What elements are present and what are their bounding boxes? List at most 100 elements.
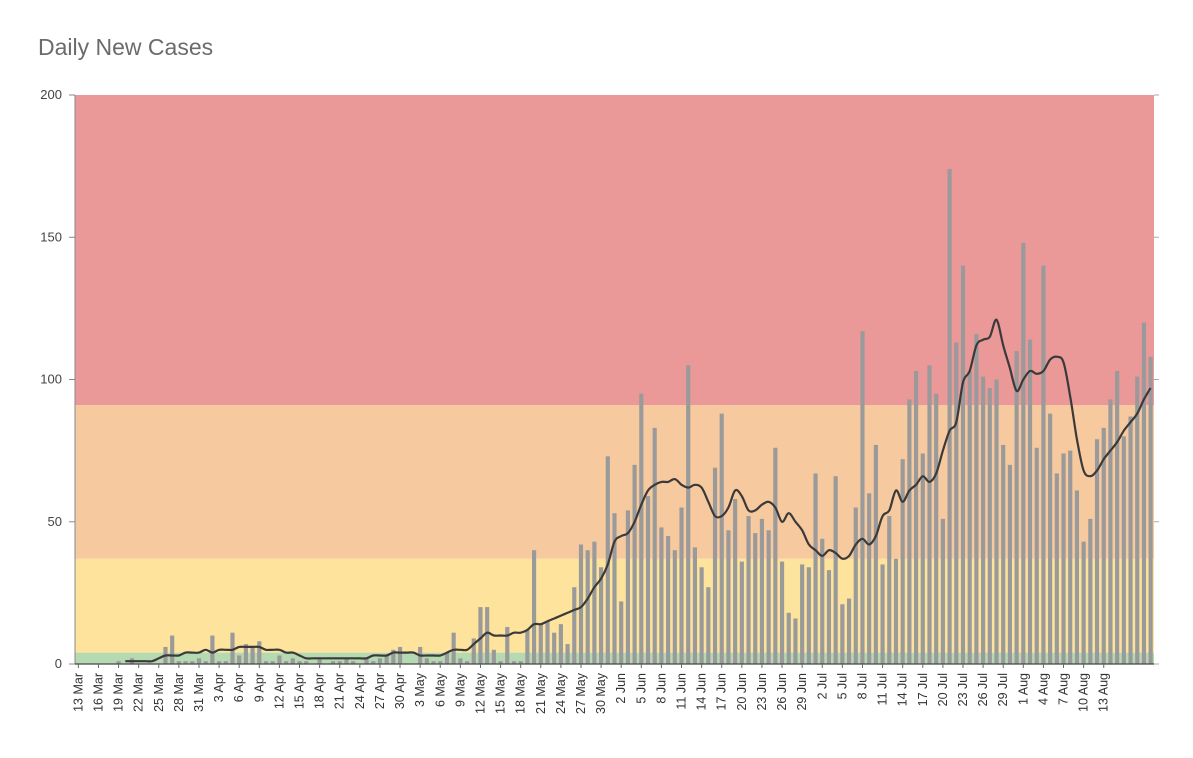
x-tick-label: 25 Mar xyxy=(152,673,166,712)
bar xyxy=(1108,399,1113,664)
bar xyxy=(994,379,999,664)
bar xyxy=(719,413,724,664)
bar xyxy=(397,646,403,664)
bar xyxy=(116,661,121,664)
bar xyxy=(277,655,282,664)
x-tick-label: 24 Apr xyxy=(353,673,367,709)
x-tick-label: 2 Jun xyxy=(614,673,628,704)
bar xyxy=(867,493,872,664)
x-tick-label: 22 Mar xyxy=(132,673,146,712)
bar xyxy=(1081,541,1086,664)
bar xyxy=(900,459,905,664)
bar xyxy=(270,661,275,664)
bar xyxy=(243,644,248,664)
bar xyxy=(444,652,450,664)
bar xyxy=(337,661,342,664)
bar xyxy=(230,632,235,664)
x-tick-label: 12 Apr xyxy=(272,673,286,709)
bar xyxy=(987,388,992,664)
x-tick-label: 11 Jun xyxy=(675,673,689,710)
bar xyxy=(967,370,972,664)
bar xyxy=(726,530,731,664)
bar xyxy=(1054,473,1059,664)
bar xyxy=(384,655,389,664)
bar xyxy=(190,661,195,664)
bar xyxy=(257,641,262,664)
bar xyxy=(779,561,785,664)
bar xyxy=(659,527,664,664)
bar xyxy=(1135,376,1140,664)
bar xyxy=(485,607,490,664)
bar xyxy=(766,530,771,664)
bar xyxy=(290,658,295,664)
bar xyxy=(391,649,396,664)
bar xyxy=(887,516,892,664)
x-tick-label: 30 Apr xyxy=(393,673,407,709)
bar xyxy=(927,365,932,664)
x-tick-label: 5 Jul xyxy=(835,673,849,699)
bar xyxy=(1128,416,1133,664)
bar xyxy=(170,635,175,664)
x-tick-label: 30 May xyxy=(594,672,608,714)
bar xyxy=(706,587,711,664)
bar xyxy=(1001,444,1006,664)
bar xyxy=(840,604,845,664)
x-tick-label: 24 May xyxy=(554,672,568,714)
average-line xyxy=(125,318,1152,663)
x-tick-label: 28 Mar xyxy=(172,673,186,712)
bar xyxy=(753,533,758,664)
bar xyxy=(478,607,483,664)
x-tick-label: 23 Jun xyxy=(755,673,769,711)
y-tick-label: 200 xyxy=(40,87,62,102)
x-tick-label: 17 Jun xyxy=(715,673,729,711)
bar xyxy=(914,370,919,664)
bar xyxy=(833,476,838,664)
bar xyxy=(625,510,630,664)
bar xyxy=(532,550,537,664)
bar xyxy=(1041,265,1046,664)
bar xyxy=(800,564,805,664)
bar xyxy=(981,376,986,664)
bar xyxy=(1094,439,1100,664)
x-tick-label: 18 May xyxy=(514,672,528,714)
x-tick-label: 27 May xyxy=(574,672,588,714)
chart-title: Daily New Cases xyxy=(38,34,214,60)
bar xyxy=(813,473,818,664)
bar xyxy=(599,567,604,664)
x-tick-label: 4 Aug xyxy=(1036,673,1050,705)
x-tick-label: 10 Aug xyxy=(1077,673,1091,712)
x-tick-label: 13 Aug xyxy=(1097,673,1111,712)
x-tick-label: 16 Mar xyxy=(92,673,106,712)
x-tick-label: 31 Mar xyxy=(192,673,206,712)
bar xyxy=(565,644,570,664)
bar xyxy=(1088,518,1093,664)
x-tick-label: 15 Apr xyxy=(293,673,307,709)
bar xyxy=(826,570,832,664)
x-tick-label: 14 Jul xyxy=(896,673,910,706)
bar xyxy=(578,544,584,664)
bar xyxy=(498,661,503,664)
bar xyxy=(545,621,550,664)
x-tick-label: 13 Mar xyxy=(71,673,85,712)
bar xyxy=(632,464,637,664)
x-tick-label: 19 Mar xyxy=(112,673,126,712)
bar xyxy=(873,444,878,664)
bar xyxy=(371,661,376,664)
bar xyxy=(263,661,269,664)
x-tick-label: 21 May xyxy=(534,672,548,714)
bar xyxy=(1068,450,1073,664)
bar xyxy=(203,661,208,664)
bar xyxy=(518,661,523,664)
bar xyxy=(686,365,691,664)
bar xyxy=(1141,322,1147,664)
bar xyxy=(451,632,456,664)
x-tick-label: 9 May xyxy=(453,672,467,707)
bar xyxy=(759,518,765,664)
bar xyxy=(679,507,684,664)
bar xyxy=(364,658,369,664)
y-tick-label: 150 xyxy=(40,229,62,244)
x-tick-label: 9 Apr xyxy=(252,673,266,702)
x-tick-label: 6 Apr xyxy=(232,673,246,702)
bar xyxy=(558,624,563,664)
x-tick-label: 3 Apr xyxy=(212,673,226,702)
